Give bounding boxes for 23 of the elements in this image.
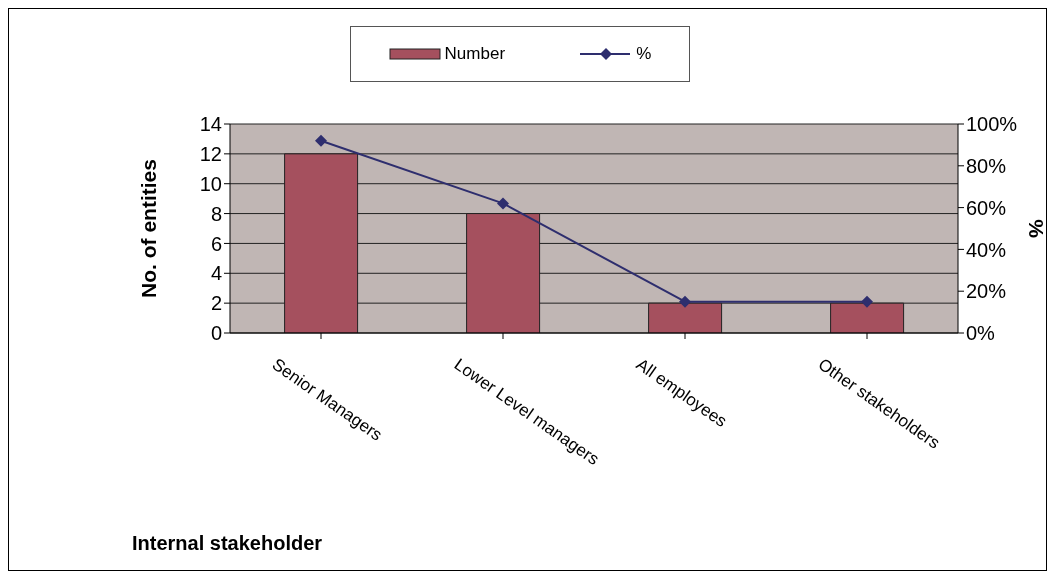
y-tick-label: 8	[210, 202, 222, 225]
y2-tick-label: 100%	[966, 113, 1018, 136]
point	[679, 295, 691, 308]
y-tick-label: 6	[210, 232, 222, 255]
y-axis-title: No. of entities	[137, 159, 161, 298]
y-tick-label: 14	[199, 113, 222, 136]
legend-label: Number	[443, 44, 506, 64]
y-tick-label: 0	[210, 322, 222, 345]
point	[315, 134, 327, 147]
y-tick-label: 2	[210, 292, 222, 315]
legend-label: %	[635, 44, 652, 64]
x-axis-title: Internal stakeholder	[132, 532, 323, 555]
y2-tick-label: 40%	[966, 238, 1007, 261]
y-tick-label: 4	[210, 262, 222, 285]
y-tick-label: 10	[199, 172, 222, 195]
y2-tick-label: 80%	[966, 154, 1007, 177]
y2-tick-label: 0%	[966, 322, 996, 345]
y2-tick-label: 20%	[966, 280, 1007, 303]
y2-tick-label: 60%	[966, 196, 1007, 219]
y-tick-label: 12	[199, 142, 222, 165]
y2-axis-title: %	[1024, 219, 1048, 239]
point	[861, 295, 873, 308]
point	[497, 197, 509, 210]
